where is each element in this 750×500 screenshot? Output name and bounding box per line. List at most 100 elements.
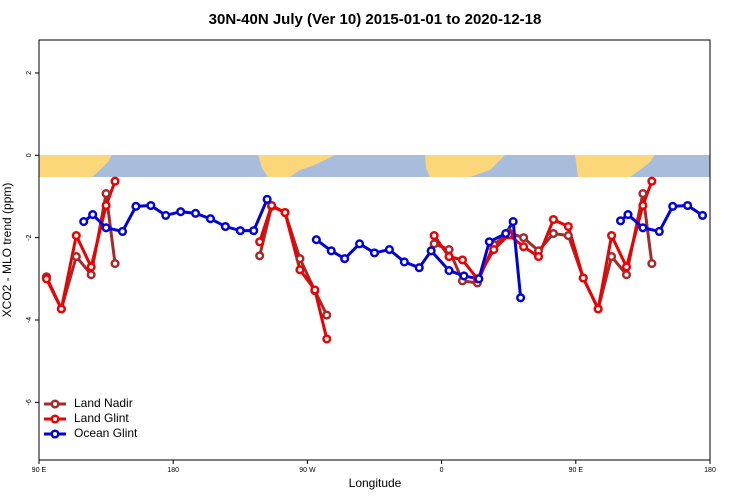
point xyxy=(426,246,436,256)
point xyxy=(71,252,81,262)
legend-marker xyxy=(50,399,60,409)
y-tick-label: -6 xyxy=(26,399,33,405)
point xyxy=(101,223,111,233)
point xyxy=(607,231,617,241)
point xyxy=(508,217,518,227)
y-tick-label: -2 xyxy=(26,234,33,240)
point xyxy=(176,207,186,217)
point xyxy=(280,207,290,218)
point xyxy=(267,200,277,211)
point xyxy=(459,271,469,281)
point xyxy=(457,255,468,265)
point xyxy=(117,226,128,237)
point xyxy=(444,245,454,255)
point xyxy=(41,274,52,284)
point xyxy=(384,245,394,255)
point xyxy=(484,237,494,247)
point xyxy=(262,194,272,204)
point xyxy=(444,266,454,276)
point xyxy=(310,285,320,295)
x-tick-label: 180 xyxy=(167,467,179,474)
x-tick-label: 90 E xyxy=(569,467,584,474)
land-america xyxy=(258,155,335,177)
point xyxy=(429,231,439,241)
point xyxy=(131,201,141,211)
land-asia xyxy=(39,155,112,177)
point xyxy=(101,189,111,199)
point xyxy=(638,223,648,233)
point xyxy=(444,252,454,262)
point xyxy=(205,214,216,224)
point xyxy=(519,242,529,252)
legend-label: Land Nadir xyxy=(74,396,133,410)
map-strip xyxy=(39,155,710,177)
point xyxy=(563,221,573,232)
point xyxy=(399,257,409,267)
point xyxy=(322,334,332,344)
point xyxy=(340,254,350,264)
point xyxy=(355,239,365,249)
legend-label: Land Glint xyxy=(74,411,129,425)
point xyxy=(220,221,230,232)
point xyxy=(79,217,89,227)
point xyxy=(474,274,484,284)
point xyxy=(578,273,588,283)
point xyxy=(638,189,648,199)
point xyxy=(249,226,259,236)
point xyxy=(621,270,632,280)
point xyxy=(161,210,171,220)
x-axis-label: Longitude xyxy=(349,476,402,490)
point xyxy=(86,262,96,272)
plot-frame xyxy=(38,39,711,461)
point xyxy=(88,210,98,220)
point xyxy=(295,254,305,264)
point xyxy=(516,293,526,303)
point xyxy=(295,265,305,275)
chart-title: 30N-40N July (Ver 10) 2015-01-01 to 2020… xyxy=(209,11,542,28)
point xyxy=(255,251,265,261)
point xyxy=(621,262,632,272)
legend-marker xyxy=(50,414,60,424)
point xyxy=(101,200,111,211)
point xyxy=(191,208,201,218)
x-tick-label: 90 E xyxy=(32,467,47,474)
point xyxy=(56,304,66,314)
point xyxy=(668,201,678,211)
point xyxy=(638,200,648,211)
point xyxy=(563,231,573,241)
point xyxy=(110,259,120,269)
point xyxy=(110,176,120,186)
legend-marker xyxy=(50,429,60,439)
land-africa-europe xyxy=(425,155,505,177)
point xyxy=(548,228,558,239)
point xyxy=(322,310,332,320)
point xyxy=(548,214,558,225)
x-tick-label: 180 xyxy=(704,467,716,474)
point xyxy=(623,210,633,220)
point xyxy=(533,252,544,262)
point xyxy=(501,228,511,239)
y-tick-label: -4 xyxy=(26,317,33,323)
point xyxy=(71,231,81,241)
point xyxy=(255,237,265,247)
point xyxy=(369,248,380,258)
point xyxy=(311,235,321,245)
y-tick-label: 0 xyxy=(26,153,33,157)
point xyxy=(647,259,657,269)
point xyxy=(593,304,603,314)
ocean-band xyxy=(39,155,710,177)
point xyxy=(607,252,617,262)
y-axis-label: XCO2 - MLO trend (ppm) xyxy=(0,183,14,318)
legend-label: Ocean Glint xyxy=(74,426,138,440)
point xyxy=(146,200,156,211)
point xyxy=(86,270,96,280)
point xyxy=(519,233,529,243)
point xyxy=(683,200,693,211)
point xyxy=(429,239,439,249)
point xyxy=(697,210,708,220)
point xyxy=(326,246,336,256)
point xyxy=(654,226,664,237)
x-tick-label: 90 W xyxy=(299,467,316,474)
point xyxy=(615,216,626,226)
